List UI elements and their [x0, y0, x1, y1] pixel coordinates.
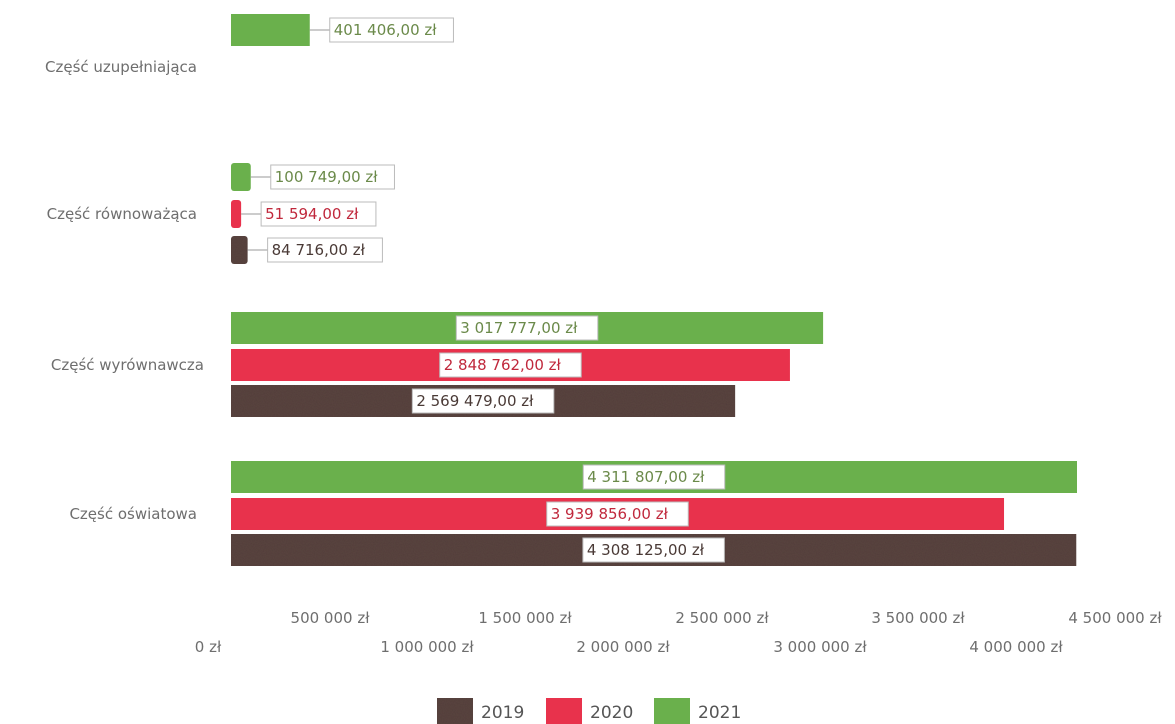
data-label-box [439, 352, 582, 378]
tick-label: 2 500 000 zł [675, 609, 769, 627]
legend-label: 2020 [590, 703, 633, 723]
data-label-box [270, 164, 395, 190]
legend-label: 2021 [698, 703, 741, 723]
category-label: Część oświatowa [69, 505, 197, 523]
data-label-box [546, 501, 689, 527]
data-label-box [582, 537, 725, 563]
tick-label: 1 000 000 zł [380, 638, 474, 656]
legend: 2019 2020 2021 [437, 698, 741, 724]
data-label: 2 569 479,00 zł [411, 388, 555, 414]
legend-item-2019: 2019 [437, 698, 524, 724]
data-label: 3 017 777,00 zł [455, 315, 599, 341]
tick-label: 1 500 000 zł [478, 609, 572, 627]
data-label-box [455, 315, 599, 341]
data-label: 3 939 856,00 zł [546, 501, 689, 527]
bar-2019 [231, 236, 248, 264]
data-label-text: 84 716,00 zł [272, 241, 366, 259]
tick-label: 3 000 000 zł [773, 638, 867, 656]
tick-label: 3 500 000 zł [871, 609, 965, 627]
data-label: 2 848 762,00 zł [439, 352, 582, 378]
tick-label: 0 zł [195, 638, 222, 656]
tick-label: 4 000 000 zł [969, 638, 1063, 656]
category-label: Część wyrównawcza [51, 356, 204, 374]
data-label: 4 311 807,00 zł [582, 464, 726, 490]
data-label-box [329, 17, 454, 43]
bar-2020 [231, 200, 242, 228]
legend-item-2020: 2020 [546, 698, 633, 724]
data-label-box [260, 201, 377, 227]
data-label-text: 3 939 856,00 zł [551, 505, 669, 523]
tick-label: 4 500 000 zł [1068, 609, 1162, 627]
data-label-box [267, 237, 383, 263]
data-label: 84 716,00 zł [247, 237, 383, 263]
data-label-text: 3 017 777,00 zł [460, 319, 578, 337]
bar-2021 [231, 14, 310, 46]
data-label-text: 2 848 762,00 zł [444, 356, 562, 374]
legend-swatch [654, 698, 690, 724]
data-label-text: 4 311 807,00 zł [587, 468, 705, 486]
data-label-text: 401 406,00 zł [334, 21, 438, 39]
tick-label: 2 000 000 zł [576, 638, 670, 656]
data-label-box [582, 464, 726, 490]
data-labels: 401 406,00 zł 100 749,00 zł 3 017 777,00 z… [241, 17, 726, 563]
legend-item-2021: 2021 [654, 698, 741, 724]
category-labels: Część uzupełniająca Część równoważąca Częś… [45, 58, 204, 523]
legend-swatch [437, 698, 473, 724]
tick-label: 500 000 zł [291, 609, 371, 627]
data-label-box [411, 388, 555, 414]
data-label-text: 100 749,00 zł [275, 168, 379, 186]
data-label: 100 749,00 zł [250, 164, 395, 190]
data-label-text: 4 308 125,00 zł [587, 541, 705, 559]
legend-label: 2019 [481, 703, 524, 723]
category-label: Część równoważąca [47, 205, 197, 223]
legend-swatch [546, 698, 582, 724]
data-label-text: 51 594,00 zł [265, 205, 359, 223]
data-label: 4 308 125,00 zł [582, 537, 725, 563]
data-label: 51 594,00 zł [241, 201, 377, 227]
bar-2021 [231, 163, 251, 191]
data-label-text: 2 569 479,00 zł [416, 392, 534, 410]
data-label: 401 406,00 zł [309, 17, 454, 43]
category-label: Część uzupełniająca [45, 58, 197, 76]
